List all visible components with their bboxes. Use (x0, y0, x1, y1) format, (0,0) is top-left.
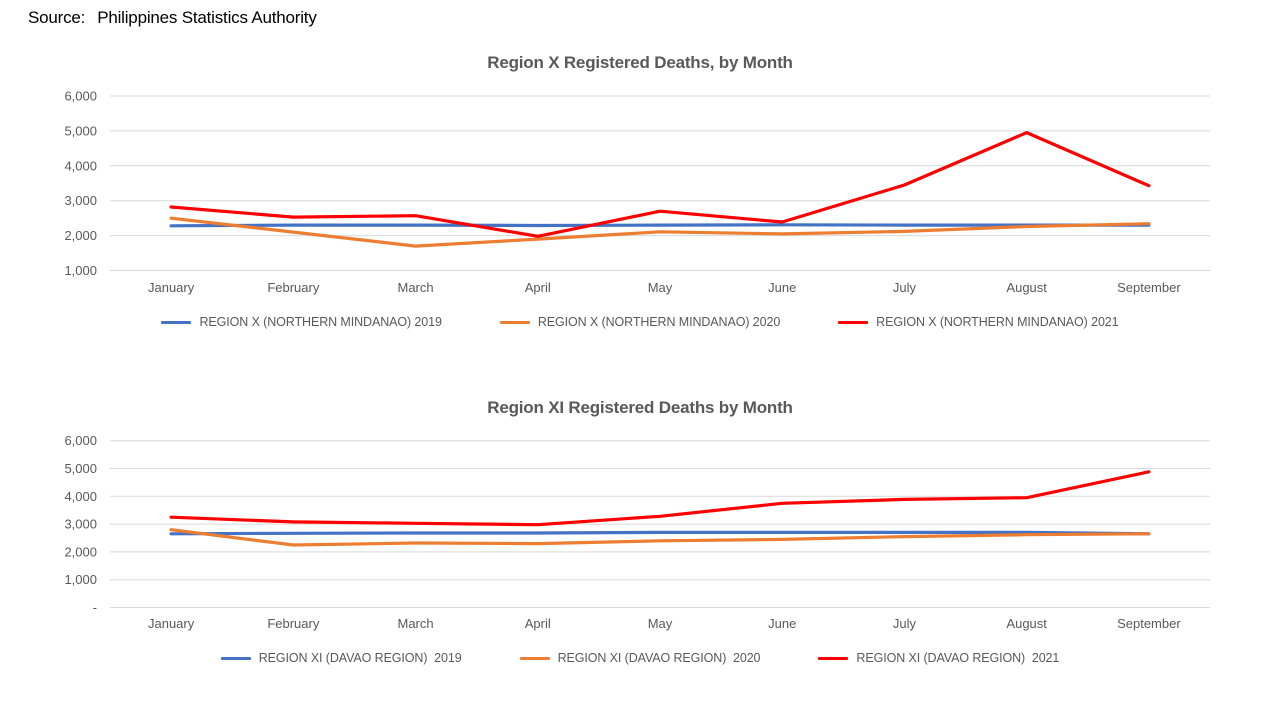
y-axis-tick-label: 2,000 (64, 228, 97, 243)
x-axis-label-march: March (397, 616, 433, 631)
legend-label: REGION X (NORTHERN MINDANAO) 2019 (199, 315, 442, 329)
legend-region-x: REGION X (NORTHERN MINDANAO) 2019 REGION … (0, 315, 1280, 329)
legend-line-swatch (838, 320, 869, 324)
legend-label: REGION X (NORTHERN MINDANAO) 2021 (876, 315, 1119, 329)
chart-title-region-x: Region X Registered Deaths, by Month (487, 53, 793, 72)
x-axis-label-may: May (648, 616, 673, 631)
x-axis-label-april: April (525, 616, 551, 631)
x-axis-label-january: January (148, 280, 195, 295)
y-axis-tick-label: 6,000 (64, 89, 97, 104)
series-line-1 (169, 528, 1151, 547)
source-text: Philippines Statistics Authority (97, 8, 317, 27)
legend-label: REGION XI (DAVAO REGION) 2019 (258, 651, 462, 665)
legend-region-xi: REGION XI (DAVAO REGION) 2019 REGION XI (… (0, 651, 1280, 665)
x-axis-label-september: September (1117, 280, 1181, 295)
x-axis-label-april: April (525, 280, 551, 295)
line-chart-region-x: 6,000 5,000 4,000 3,000 2,000 1,000 January Feb… (64, 89, 1210, 295)
y-axis-tick-label: 3,000 (64, 193, 97, 208)
y-axis-tick-label: 1,000 (64, 263, 97, 278)
legend-item-2: REGION X (NORTHERN MINDANAO) 2021 (838, 315, 1119, 329)
x-axis-label-september: September (1117, 616, 1181, 631)
legend-item-0: REGION X (NORTHERN MINDANAO) 2019 (161, 315, 442, 329)
legend-item-1: REGION X (NORTHERN MINDANAO) 2020 (499, 315, 781, 329)
y-axis-tick-label: 4,000 (64, 489, 97, 504)
series-line-2 (169, 130, 1151, 238)
source-label: Source: (28, 8, 86, 27)
y-axis-tick-label: 5,000 (64, 461, 97, 476)
legend-item-1: REGION XI (DAVAO REGION) 2020 (519, 651, 761, 665)
x-axis-label-august: August (1006, 280, 1047, 295)
x-axis-label-january: January (148, 616, 195, 631)
y-axis-tick-label: 3,000 (64, 517, 97, 532)
series-line-1 (169, 216, 1151, 248)
legend-line-swatch (818, 656, 849, 660)
legend-label: REGION X (NORTHERN MINDANAO) 2020 (537, 315, 781, 329)
source-attribution: Source: Philippines Statistics Authority (28, 8, 317, 28)
x-axis-label-february: February (267, 616, 320, 631)
legend-item-0: REGION XI (DAVAO REGION) 2019 (220, 651, 462, 665)
series-line-0 (169, 223, 1151, 228)
x-axis-label-june: June (768, 280, 796, 295)
series-line-2 (169, 470, 1151, 527)
x-axis-label-july: July (893, 616, 917, 631)
y-axis-tick-label: - (93, 600, 97, 615)
line-chart-region-xi: 6,000 5,000 4,000 3,000 2,000 1,000 - January Fe… (64, 433, 1210, 631)
y-axis-tick-label: 4,000 (64, 158, 97, 173)
legend-line-swatch (220, 656, 251, 660)
x-axis-label-july: July (893, 280, 917, 295)
legend-label: REGION XI (DAVAO REGION) 2020 (557, 651, 761, 665)
y-axis-tick-label: 5,000 (64, 123, 97, 138)
legend-line-swatch (519, 656, 550, 660)
series-line-0 (169, 530, 1151, 536)
x-axis-label-march: March (397, 280, 433, 295)
legend-line-swatch (499, 320, 530, 324)
x-axis-label-june: June (768, 616, 796, 631)
y-axis-tick-label: 2,000 (64, 544, 97, 559)
y-axis-tick-label: 1,000 (64, 572, 97, 587)
chart-title-region-xi: Region XI Registered Deaths by Month (487, 398, 793, 417)
legend-line-swatch (161, 320, 192, 324)
y-axis-tick-label: 6,000 (64, 433, 97, 448)
legend-label: REGION XI (DAVAO REGION) 2021 (856, 651, 1060, 665)
x-axis-label-august: August (1006, 616, 1047, 631)
x-axis-label-february: February (267, 280, 320, 295)
x-axis-label-may: May (648, 280, 673, 295)
legend-item-2: REGION XI (DAVAO REGION) 2021 (818, 651, 1059, 665)
